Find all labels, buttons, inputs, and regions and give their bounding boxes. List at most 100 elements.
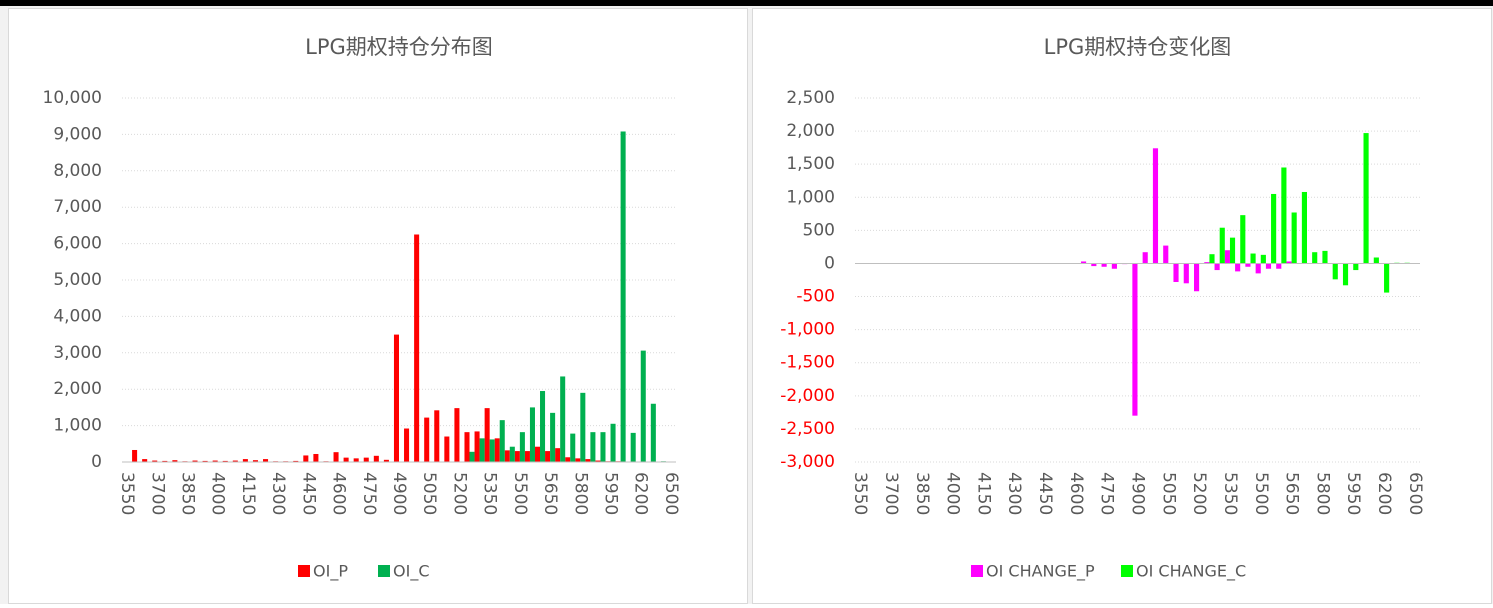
bar	[404, 429, 409, 462]
y-tick-label: 1,000	[53, 416, 102, 436]
bar	[454, 408, 459, 462]
x-tick-label: 5050	[1158, 472, 1178, 515]
bar	[344, 458, 349, 462]
legend-label: OI CHANGE_C	[1136, 562, 1246, 582]
x-tick-label: 5950	[601, 472, 621, 515]
bar	[1163, 246, 1168, 264]
bar	[354, 458, 359, 462]
legend-swatch	[971, 565, 983, 577]
legend-swatch	[378, 565, 390, 577]
bar	[132, 450, 137, 462]
x-tick-label: 4750	[359, 472, 379, 515]
y-tick-label: 500	[803, 220, 835, 240]
bar	[550, 413, 555, 462]
chart-title: LPG期权持仓分布图	[305, 35, 493, 59]
x-tick-label: 4900	[1128, 472, 1148, 515]
bar	[1343, 263, 1348, 285]
y-tick-label: 8,000	[53, 161, 102, 181]
bar	[611, 424, 616, 462]
x-tick-label: 5200	[449, 472, 469, 515]
bar	[590, 432, 595, 462]
bar	[434, 410, 439, 462]
bar	[1209, 254, 1214, 263]
bar	[520, 432, 525, 462]
x-tick-label: 5500	[510, 472, 530, 515]
bar	[490, 439, 495, 462]
x-tick-label: 4600	[329, 472, 349, 515]
legend-label: OI_C	[393, 562, 429, 582]
x-tick-label: 6200	[1374, 472, 1394, 515]
bar	[1230, 238, 1235, 264]
bar	[530, 407, 535, 462]
bar	[1276, 263, 1281, 268]
bar	[1235, 263, 1240, 271]
bar	[560, 376, 565, 462]
bar	[575, 458, 580, 462]
bar	[641, 351, 646, 462]
x-tick-label: 3550	[850, 472, 870, 515]
x-tick-label: 5500	[1251, 472, 1271, 515]
bar	[515, 451, 520, 462]
x-tick-label: 4150	[973, 472, 993, 515]
x-tick-label: 5800	[570, 472, 590, 515]
bar	[480, 438, 485, 462]
y-tick-label: 5,000	[53, 270, 102, 290]
bar	[1302, 192, 1307, 263]
y-tick-label: 10,000	[43, 88, 102, 108]
bar	[334, 452, 339, 462]
bar	[1333, 263, 1338, 279]
bar	[313, 454, 318, 462]
y-tick-label: 2,000	[53, 379, 102, 399]
x-tick-label: 5200	[1189, 472, 1209, 515]
bar	[303, 455, 308, 462]
bar	[1374, 257, 1379, 263]
x-tick-label: 5650	[1282, 472, 1302, 515]
y-tick-label: 9,000	[53, 124, 102, 144]
y-tick-label: -2,000	[780, 386, 835, 406]
y-tick-label: 0	[91, 452, 102, 472]
bar	[470, 452, 475, 462]
bar	[580, 393, 585, 462]
bar	[1132, 263, 1137, 415]
bar	[631, 433, 636, 462]
x-tick-label: 4000	[208, 472, 228, 515]
top-band	[0, 0, 1493, 6]
y-tick-label: -1,000	[780, 320, 835, 340]
bar	[570, 434, 575, 462]
bar	[510, 447, 515, 462]
y-tick-label: 2,000	[786, 121, 835, 141]
y-tick-label: -500	[796, 287, 835, 307]
x-tick-label: 4300	[268, 472, 288, 515]
bar	[464, 432, 469, 462]
x-tick-label: 3700	[147, 472, 167, 515]
bar	[374, 456, 379, 462]
bar	[525, 451, 530, 462]
bar	[1194, 263, 1199, 291]
y-tick-label: 4,000	[53, 306, 102, 326]
bar	[1384, 263, 1389, 292]
y-tick-label: -3,000	[780, 452, 835, 472]
y-tick-label: -2,500	[780, 419, 835, 439]
x-tick-label: 5650	[540, 472, 560, 515]
x-tick-label: 4600	[1066, 472, 1086, 515]
bar	[1173, 263, 1178, 282]
bar	[1364, 133, 1369, 263]
y-tick-label: 0	[824, 253, 835, 273]
bar	[1225, 250, 1230, 263]
bar	[535, 447, 540, 462]
bar	[1184, 263, 1189, 283]
bar	[475, 431, 480, 462]
bar	[1292, 212, 1297, 263]
bar	[485, 408, 490, 462]
bar	[555, 448, 560, 462]
bar	[1322, 251, 1327, 264]
bar	[424, 418, 429, 462]
legend-swatch	[298, 565, 310, 577]
bar	[1261, 255, 1266, 264]
x-tick-label: 4750	[1097, 472, 1117, 515]
bar	[1312, 252, 1317, 263]
bar	[1271, 194, 1276, 263]
bar	[1353, 263, 1358, 270]
x-tick-label: 4900	[389, 472, 409, 515]
